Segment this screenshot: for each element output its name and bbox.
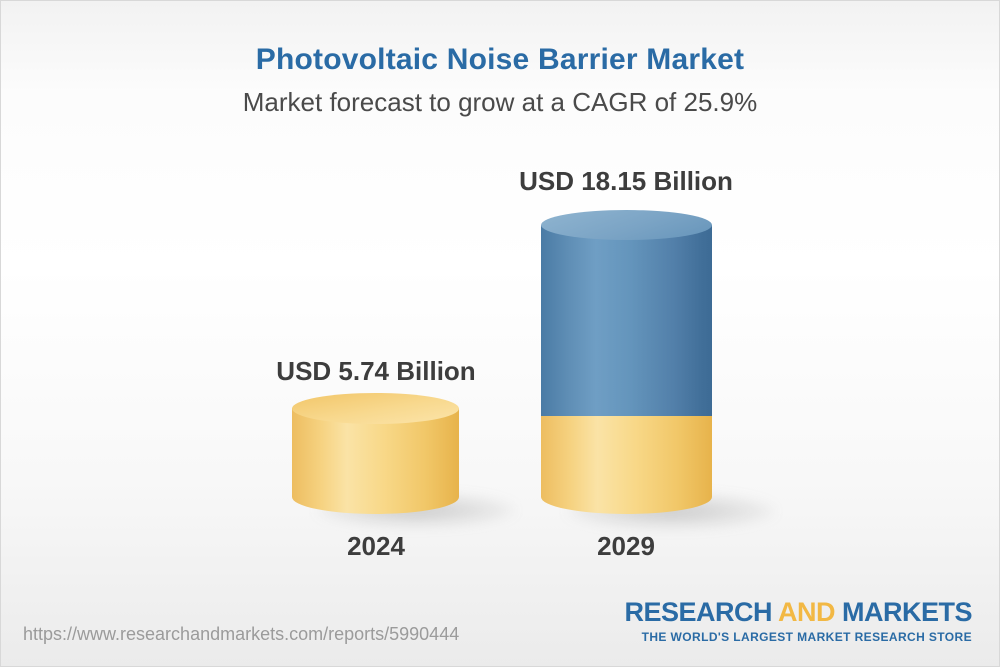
cylinder-2029-growth-segment [541,225,712,416]
logo-word-markets: MARKETS [842,597,973,627]
cylinder-2024-top [292,393,459,424]
report-url-link[interactable]: https://www.researchandmarkets.com/repor… [23,624,460,644]
research-and-markets-logo: RESEARCH AND MARKETS THE WORLD'S LARGEST… [624,599,972,644]
cylinder-2029-top [541,210,712,240]
year-label-2024: 2024 [347,531,405,561]
chart-title: Photovoltaic Noise Barrier Market [255,43,745,76]
value-label-2024: USD 5.74 Billion [276,356,476,386]
cylinder-2024-body [292,408,459,514]
logo-wordmark: RESEARCH AND MARKETS [624,599,972,626]
value-label-2029: USD 18.15 Billion [519,166,733,196]
cylinder-2029-base-segment [541,416,712,514]
logo-word-and: AND [777,597,836,627]
logo-word-research: RESEARCH [624,597,772,627]
chart-subtitle: Market forecast to grow at a CAGR of 25.… [242,87,758,117]
year-label-2029: 2029 [597,531,655,561]
logo-tagline: THE WORLD'S LARGEST MARKET RESEARCH STOR… [641,630,972,644]
